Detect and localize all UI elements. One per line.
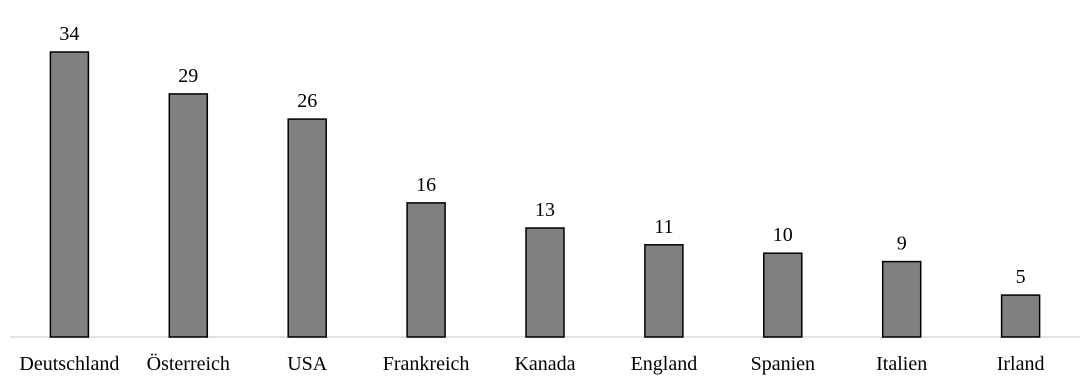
data-labels-group: 34 29 26 16 13 11 10 9 5 bbox=[59, 23, 1025, 288]
x-tick-label: Österreich bbox=[147, 352, 230, 375]
data-label: 11 bbox=[654, 216, 673, 238]
data-label: 29 bbox=[178, 65, 198, 87]
bar bbox=[406, 202, 446, 338]
x-tick-label: Kanada bbox=[514, 353, 575, 375]
data-label: 10 bbox=[773, 224, 793, 246]
x-tick-label: England bbox=[631, 353, 698, 375]
bar bbox=[644, 244, 684, 338]
x-tick-label: Deutschland bbox=[19, 353, 119, 375]
x-tick-label: Irland bbox=[997, 353, 1045, 375]
data-label: 16 bbox=[416, 174, 436, 196]
x-tick-labels-group: Deutschland Österreich USA Frankreich Kanada… bbox=[19, 352, 1044, 375]
data-label: 34 bbox=[59, 23, 79, 45]
bar bbox=[525, 227, 565, 338]
data-label: 26 bbox=[297, 90, 317, 112]
bar bbox=[763, 252, 803, 338]
bar bbox=[287, 118, 327, 338]
bar bbox=[881, 260, 922, 338]
bars-group bbox=[49, 51, 1041, 338]
x-tick-label: Italien bbox=[876, 353, 927, 375]
x-tick-label: USA bbox=[287, 353, 328, 375]
bar bbox=[1000, 294, 1041, 338]
data-label: 9 bbox=[897, 233, 907, 255]
data-label: 13 bbox=[535, 199, 555, 221]
bar bbox=[168, 93, 209, 338]
data-label: 5 bbox=[1016, 266, 1026, 288]
x-tick-label: Frankreich bbox=[383, 353, 470, 375]
x-tick-label: Spanien bbox=[751, 353, 815, 375]
bar bbox=[49, 51, 90, 338]
